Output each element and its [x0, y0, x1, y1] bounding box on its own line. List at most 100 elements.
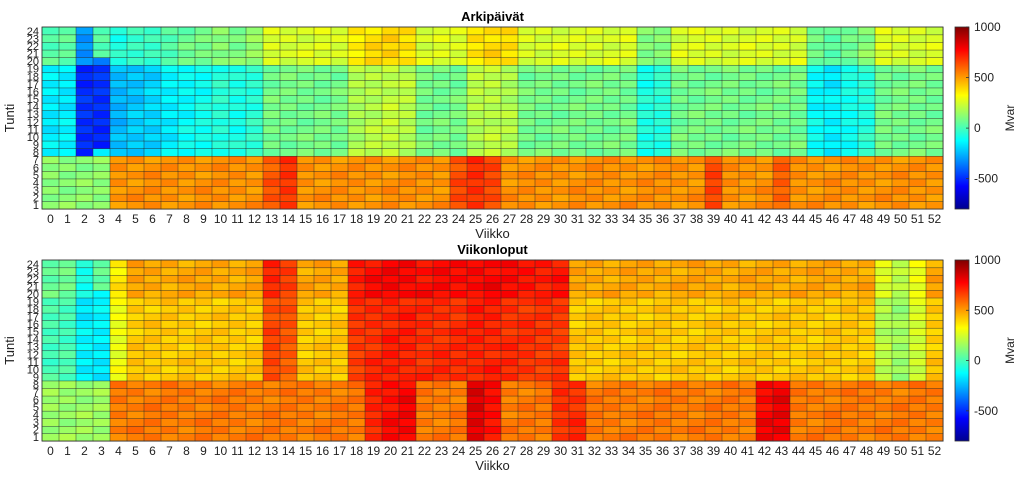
heatmap-cell [41, 102, 60, 111]
heatmap-cell [347, 72, 366, 81]
heatmap-cell [806, 282, 825, 291]
heatmap-cell [58, 201, 77, 210]
heatmap-cell [619, 117, 638, 127]
heatmap-cell [908, 433, 927, 442]
heatmap-cell [653, 312, 672, 321]
heatmap-cell [619, 125, 638, 134]
heatmap-cell [41, 57, 60, 66]
heatmap-cell [704, 267, 723, 276]
heatmap-cell [517, 79, 536, 89]
heatmap-cell [381, 64, 400, 74]
heatmap-cell [925, 57, 944, 66]
heatmap-cell [517, 87, 536, 96]
heatmap-cell [432, 102, 451, 111]
heatmap-cell [415, 342, 434, 352]
heatmap-cell [432, 305, 451, 314]
x-tick-label: 34 [622, 444, 636, 458]
heatmap-cell [789, 365, 808, 374]
heatmap-cell [330, 49, 349, 58]
heatmap-cell [857, 380, 876, 389]
heatmap-cell [58, 320, 77, 329]
heatmap-cell [568, 387, 587, 397]
heatmap-cell [755, 403, 774, 412]
heatmap-cell [211, 110, 230, 119]
heatmap-cell [279, 110, 298, 119]
heatmap-cell [721, 95, 740, 104]
heatmap-cell [449, 110, 468, 119]
heatmap-cell [262, 380, 281, 389]
heatmap-cell [806, 95, 825, 104]
heatmap-cell [109, 79, 128, 89]
heatmap-cell [840, 327, 859, 336]
heatmap-cell [653, 72, 672, 81]
heatmap-cell [857, 350, 876, 359]
heatmap-cell [840, 102, 859, 111]
heatmap-cell [840, 163, 859, 172]
heatmap-cell [534, 186, 553, 195]
heatmap-cell [194, 163, 213, 172]
heatmap-cell [874, 403, 893, 412]
heatmap-cell [279, 178, 298, 187]
heatmap-cell [228, 87, 247, 96]
heatmap-cell [41, 178, 60, 187]
heatmap-cell [381, 193, 400, 202]
heatmap-cell [568, 49, 587, 58]
heatmap-cell [806, 267, 825, 276]
y-tick-label: 8 [33, 379, 39, 391]
heatmap-cell [908, 380, 927, 389]
heatmap-cell [670, 372, 689, 382]
heatmap-cell [840, 274, 859, 284]
heatmap-cell [653, 193, 672, 202]
heatmap-cell [347, 87, 366, 96]
heatmap-cell [58, 305, 77, 314]
heatmap-cell [534, 140, 553, 149]
heatmap-cell [738, 312, 757, 321]
heatmap-cell [228, 267, 247, 276]
heatmap-cell [466, 305, 485, 314]
heatmap-cell [245, 267, 264, 276]
heatmap-cell [364, 64, 383, 74]
heatmap-cell [602, 125, 621, 134]
heatmap-cell [330, 87, 349, 96]
heatmap-cell [670, 418, 689, 427]
heatmap-cell [296, 327, 315, 336]
heatmap-cell [670, 201, 689, 210]
heatmap-cell [432, 387, 451, 397]
heatmap-cell [823, 267, 842, 276]
heatmap-cell [160, 155, 179, 165]
heatmap-cell [262, 79, 281, 89]
heatmap-cell [330, 433, 349, 442]
heatmap-cell [194, 335, 213, 344]
heatmap-cell [449, 342, 468, 352]
heatmap-cell [194, 49, 213, 58]
heatmap-cell [653, 395, 672, 404]
heatmap-cell [126, 201, 145, 210]
heatmap-cell [415, 259, 434, 269]
heatmap-cell [381, 433, 400, 442]
heatmap-cell [143, 72, 162, 81]
heatmap-cell [534, 117, 553, 127]
heatmap-cell [432, 320, 451, 329]
heatmap-cell [670, 102, 689, 111]
heatmap-cell [823, 372, 842, 382]
heatmap-cell [211, 170, 230, 180]
heatmap-cell [126, 380, 145, 389]
heatmap-cell [364, 312, 383, 321]
heatmap-cell [58, 79, 77, 89]
heatmap-cell [602, 79, 621, 89]
heatmap-cell [364, 418, 383, 427]
heatmap-cell [891, 148, 910, 157]
x-tick-label: 31 [571, 212, 585, 226]
heatmap-cell [823, 87, 842, 96]
heatmap-cell [160, 395, 179, 404]
heatmap-cell [432, 72, 451, 81]
heatmap-cell [721, 267, 740, 276]
heatmap-cell [143, 64, 162, 74]
heatmap-cell [891, 320, 910, 329]
y-tick-label: 4 [33, 178, 39, 190]
heatmap-cell [194, 433, 213, 442]
heatmap-cell [806, 26, 825, 36]
heatmap-cell [636, 372, 655, 382]
heatmap-cell [636, 148, 655, 157]
x-tick-label: 49 [877, 444, 891, 458]
